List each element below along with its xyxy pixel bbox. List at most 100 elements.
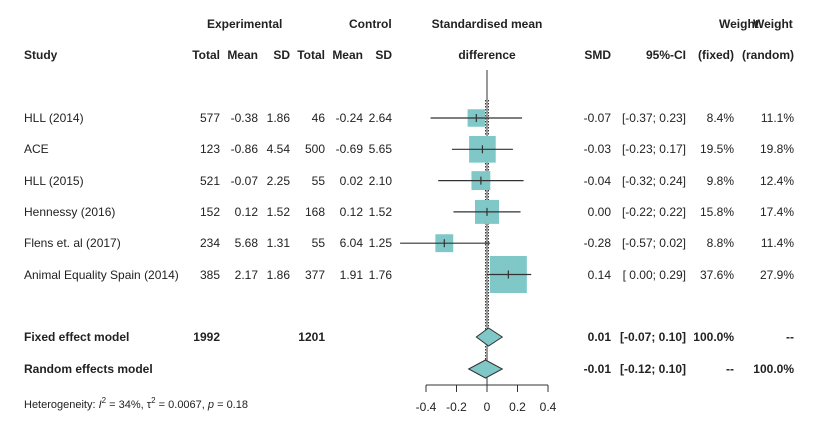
cell-name: Flens et. al (2017) [24, 236, 121, 251]
header-control: Control [349, 17, 392, 31]
heterogeneity-stats: Heterogeneity: I2 = 34%, τ2 = 0.0067, p … [24, 394, 248, 412]
cell-w-random: 17.4% [759, 204, 794, 219]
i2-symbol: I [98, 399, 102, 411]
tau-symbol: τ [146, 399, 152, 411]
i2-value: = 34%, [106, 399, 147, 411]
cell-e-total: 577 [199, 111, 220, 125]
x-tick-label: 0.2 [509, 400, 526, 414]
cell-w-fixed: 19.5% [699, 142, 734, 157]
tau-value: = 0.0067, [155, 399, 208, 411]
header-weight-random: (random) [742, 48, 794, 62]
fixed-effect-diamond [475, 327, 504, 347]
x-tick-label: -0.4 [416, 400, 437, 414]
cell-e-sd: 1.52 [266, 204, 290, 219]
cell-ci: [-0.37; 0.23] [621, 111, 686, 125]
header-e-sd: SD [273, 48, 290, 62]
header-weight-fixed-line1: Weight [719, 17, 759, 31]
cell-c-total: 377 [304, 267, 325, 282]
cell-e-mean: -0.38 [230, 111, 258, 125]
cell-e-mean: 5.68 [234, 236, 258, 251]
cell-e-mean: 0.12 [234, 204, 258, 219]
header-smd-line2: difference [458, 48, 516, 62]
p-value: = 0.18 [214, 399, 248, 411]
cell-c-total: 46 [311, 111, 325, 125]
cell-c-sd: 2.10 [368, 173, 392, 188]
cell-e-sd: 1.31 [266, 236, 290, 251]
cell-w-random: 11.1% [760, 111, 794, 125]
cell-w-random: 12.4% [759, 173, 794, 188]
header-e-total: Total [192, 48, 220, 62]
cell-e-sd: 4.54 [266, 142, 290, 157]
cell-ci: [-0.23; 0.17] [621, 142, 686, 157]
cell-name: ACE [24, 142, 49, 157]
cell-c-mean: -0.69 [335, 142, 363, 157]
cell-e-total: 152 [199, 204, 220, 219]
header-experimental: Experimental [207, 17, 283, 31]
x-tick-label: 0 [484, 400, 491, 414]
cell-c-mean: 1.91 [339, 267, 363, 282]
fixed-smd: 0.01 [587, 330, 611, 344]
header-e-mean: Mean [227, 48, 258, 62]
cell-c-total: 55 [311, 173, 325, 188]
cell-e-total: 123 [199, 142, 220, 157]
cell-w-fixed: 9.8% [706, 173, 734, 188]
cell-c-total: 500 [304, 142, 325, 157]
cell-e-sd: 1.86 [266, 111, 290, 125]
cell-ci: [-0.32; 0.24] [621, 173, 686, 188]
cell-e-total: 234 [199, 236, 220, 251]
cell-c-mean: -0.24 [335, 111, 363, 125]
fixed-model-label: Fixed effect model [24, 330, 130, 344]
cell-w-random: 11.4% [760, 236, 794, 251]
cell-w-fixed: 15.8% [699, 204, 734, 219]
random-weight-random: 100.0% [753, 362, 794, 376]
cell-c-sd: 5.65 [368, 142, 392, 157]
cell-smd: -0.28 [583, 236, 611, 251]
header-weight-random-line1: Weight [753, 17, 793, 31]
cell-e-mean: 2.17 [234, 267, 258, 282]
cell-c-mean: 6.04 [339, 236, 363, 251]
cell-e-mean: -0.86 [230, 142, 258, 157]
cell-c-total: 55 [311, 236, 325, 251]
x-tick-label: 0.4 [540, 400, 557, 414]
cell-name: HLL (2015) [24, 173, 84, 188]
cell-smd: 0.00 [587, 204, 611, 219]
random-weight-fixed: -- [726, 362, 734, 376]
x-tick-label: -0.2 [446, 400, 467, 414]
i2-sup: 2 [101, 396, 107, 405]
cell-smd: 0.14 [587, 267, 611, 282]
p-symbol: p [207, 399, 215, 411]
random-model-label: Random effects model [24, 362, 153, 376]
fixed-e-total: 1992 [193, 330, 220, 344]
cell-c-sd: 1.52 [368, 204, 392, 219]
cell-w-fixed: 8.4% [706, 111, 734, 125]
fixed-ci: [-0.07; 0.10] [619, 330, 686, 344]
cell-c-total: 168 [304, 204, 325, 219]
cell-c-mean: 0.02 [339, 173, 363, 188]
cell-w-random: 27.9% [759, 267, 794, 282]
cell-name: Hennessy (2016) [24, 204, 116, 219]
fixed-weight-fixed: 100.0% [693, 330, 734, 344]
cell-c-sd: 2.64 [368, 111, 392, 125]
cell-c-mean: 0.12 [339, 204, 363, 219]
header-smd-line1: Standardised mean [431, 17, 543, 31]
fixed-weight-random: -- [786, 330, 794, 344]
header-c-total: Total [297, 48, 325, 62]
header-study: Study [24, 48, 58, 62]
fixed-c-total: 1201 [298, 330, 325, 344]
cell-e-mean: -0.07 [230, 173, 258, 188]
cell-name: HLL (2014) [24, 111, 84, 125]
cell-ci: [ 0.00; 0.29] [622, 267, 686, 282]
cell-e-total: 385 [199, 267, 220, 282]
header-c-sd: SD [375, 48, 392, 62]
header-c-mean: Mean [332, 48, 363, 62]
cell-ci: [-0.57; 0.02] [621, 236, 686, 251]
cell-smd: -0.04 [583, 173, 611, 188]
random-ci: [-0.12; 0.10] [619, 362, 686, 376]
cell-w-fixed: 8.8% [706, 236, 734, 251]
cell-w-random: 19.8% [759, 142, 794, 157]
cell-c-sd: 1.76 [368, 267, 392, 282]
cell-w-fixed: 37.6% [699, 267, 734, 282]
header-ci: 95%-CI [645, 48, 686, 62]
cell-e-sd: 2.25 [266, 173, 290, 188]
